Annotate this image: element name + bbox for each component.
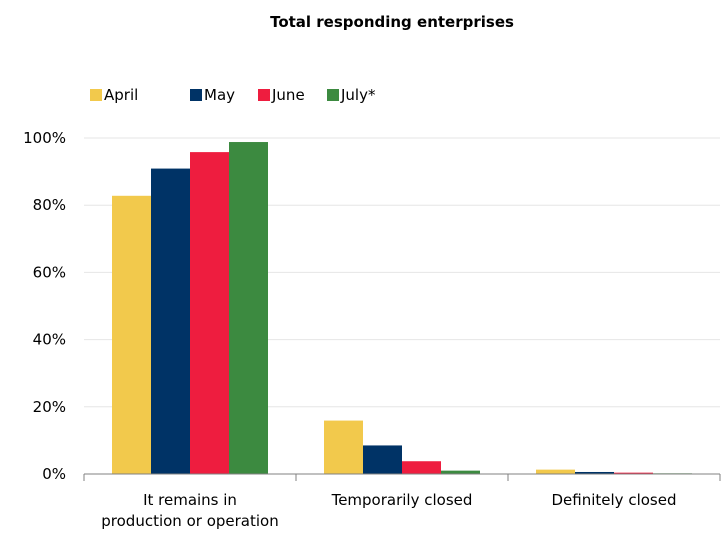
y-tick-label: 60% bbox=[33, 263, 66, 281]
y-tick-label: 0% bbox=[42, 465, 66, 483]
legend-swatch bbox=[190, 89, 202, 101]
legend: April May June July* bbox=[90, 86, 376, 104]
bar-april bbox=[536, 469, 575, 474]
x-category-label: Temporarily closed bbox=[331, 491, 473, 509]
bar-may bbox=[363, 445, 402, 474]
bar-may bbox=[151, 168, 190, 475]
legend-label: June bbox=[271, 86, 305, 104]
legend-item: June bbox=[258, 86, 305, 104]
bar-july bbox=[229, 142, 268, 475]
legend-swatch bbox=[258, 89, 270, 101]
chart-title: Total responding enterprises bbox=[270, 13, 514, 31]
y-tick-label: 80% bbox=[33, 196, 66, 214]
y-tick-label: 100% bbox=[23, 129, 66, 147]
legend-item: July* bbox=[327, 86, 376, 104]
x-category-label: It remains in production or operation bbox=[101, 491, 278, 530]
legend-swatch bbox=[327, 89, 339, 101]
y-tick-label: 40% bbox=[33, 331, 66, 349]
bar-june bbox=[614, 472, 653, 474]
legend-label: May bbox=[204, 86, 235, 104]
bar-april bbox=[324, 420, 363, 474]
bars bbox=[112, 142, 692, 475]
legend-item: May bbox=[190, 86, 235, 104]
legend-label: April bbox=[104, 86, 138, 104]
legend-label: July* bbox=[340, 86, 376, 104]
legend-swatch bbox=[90, 89, 102, 101]
legend-item: April bbox=[90, 86, 138, 104]
x-axis bbox=[83, 473, 721, 481]
bar-june bbox=[402, 461, 441, 474]
x-axis-category-labels: It remains in production or operation Temp… bbox=[101, 491, 676, 530]
y-tick-label: 20% bbox=[33, 398, 66, 416]
x-category-label: Definitely closed bbox=[552, 491, 677, 509]
bar-april bbox=[112, 195, 151, 475]
bar-june bbox=[190, 152, 229, 474]
bar-july bbox=[441, 470, 480, 474]
y-axis-tick-labels: 0% 20% 40% 60% 80% 100% bbox=[23, 129, 66, 483]
bar-may bbox=[575, 471, 614, 474]
